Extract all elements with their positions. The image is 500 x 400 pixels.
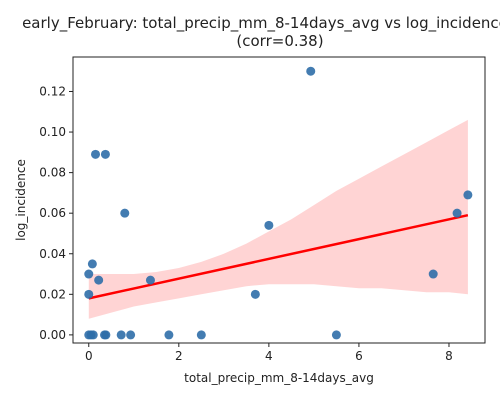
data-point <box>452 208 462 218</box>
regression-line-layer <box>88 213 469 300</box>
x-tick-label: 8 <box>445 349 453 363</box>
data-point <box>145 275 155 285</box>
data-point <box>87 259 97 269</box>
data-point <box>91 149 101 159</box>
data-point <box>196 330 206 340</box>
x-tick-label: 4 <box>265 349 273 363</box>
confidence-band-layer <box>88 119 468 319</box>
regression-line <box>88 213 469 300</box>
data-point <box>101 330 111 340</box>
y-tick-label: 0.12 <box>39 84 66 98</box>
x-tick-label: 2 <box>175 349 183 363</box>
data-point <box>100 149 110 159</box>
data-point <box>463 190 473 200</box>
y-tick-label: 0.04 <box>39 247 66 261</box>
data-point <box>84 269 94 279</box>
data-point <box>94 275 104 285</box>
y-ticks: 0.00 0.02 0.04 0.06 0.08 0.10 0.12 <box>39 84 73 342</box>
x-tick-label: 6 <box>355 349 363 363</box>
data-point <box>84 289 94 299</box>
data-point <box>116 330 126 340</box>
x-ticks: 0 2 4 6 8 <box>85 343 453 363</box>
chart-subtitle: (corr=0.38) <box>236 32 323 50</box>
y-tick-label: 0.10 <box>39 125 66 139</box>
data-point <box>331 330 341 340</box>
data-points-layer <box>84 66 473 340</box>
data-point <box>88 330 98 340</box>
y-axis-label: log_incidence <box>14 159 28 241</box>
data-point <box>126 330 136 340</box>
data-point <box>120 208 130 218</box>
x-tick-label: 0 <box>85 349 93 363</box>
data-point <box>264 220 274 230</box>
y-tick-label: 0.00 <box>39 328 66 342</box>
y-tick-label: 0.06 <box>39 206 66 220</box>
plot-frame <box>72 56 486 344</box>
confidence-band <box>88 119 468 319</box>
y-tick-label: 0.02 <box>39 287 66 301</box>
y-tick-label: 0.08 <box>39 166 66 180</box>
data-point <box>306 66 316 76</box>
x-axis-label: total_precip_mm_8-14days_avg <box>184 371 374 385</box>
data-point <box>164 330 174 340</box>
chart-title: early_February: total_precip_mm_8-14days… <box>22 14 500 33</box>
data-point <box>428 269 438 279</box>
data-point <box>250 289 260 299</box>
